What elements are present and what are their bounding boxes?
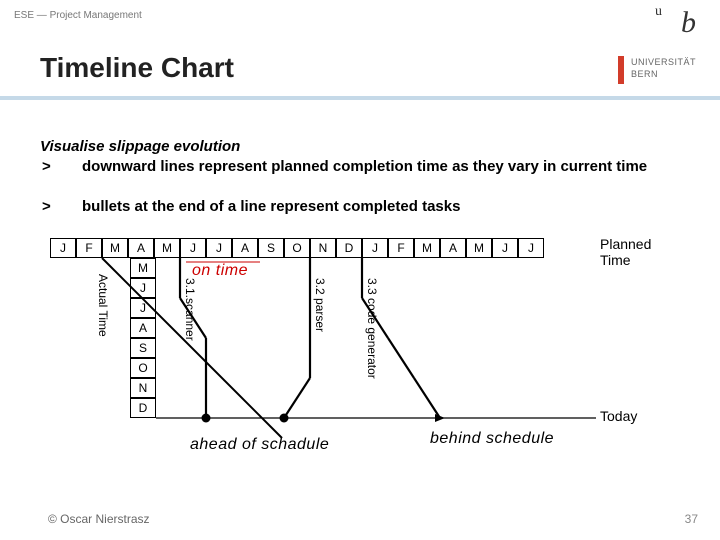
timeline-chart: JFMAMJJASONDJFMAMJJ MJJASOND Actual Time… — [40, 238, 680, 498]
university-name: UNIVERSITÄT BERN — [618, 56, 696, 84]
bullet-1: >downward lines represent planned comple… — [40, 158, 702, 175]
bullet-marker: > — [40, 198, 82, 215]
page-number: 37 — [685, 512, 698, 526]
uni-line2: BERN — [631, 69, 658, 79]
svg-text:3.3 code generator: 3.3 code generator — [365, 278, 379, 379]
svg-text:3.1.scanner: 3.1.scanner — [183, 278, 197, 341]
bullet-marker: > — [40, 158, 82, 175]
uni-line1: UNIVERSITÄT — [631, 57, 696, 67]
svg-text:3.2 parser: 3.2 parser — [313, 278, 327, 332]
timeline-svg: 3.1.scanner 3.2 parser 3.3 code generator — [40, 238, 680, 498]
bullet-2-text: bullets at the end of a line represent c… — [82, 198, 702, 215]
page-title: Timeline Chart — [40, 52, 234, 84]
bullet-1-text: downward lines represent planned complet… — [82, 158, 702, 175]
footer-copyright: © Oscar Nierstrasz — [48, 512, 150, 526]
subtitle: Visualise slippage evolution — [40, 138, 240, 155]
title-divider — [0, 96, 720, 100]
bullet-2: >bullets at the end of a line represent … — [40, 198, 702, 215]
university-logo: ub — [681, 6, 696, 40]
breadcrumb: ESE — Project Management — [14, 10, 142, 21]
